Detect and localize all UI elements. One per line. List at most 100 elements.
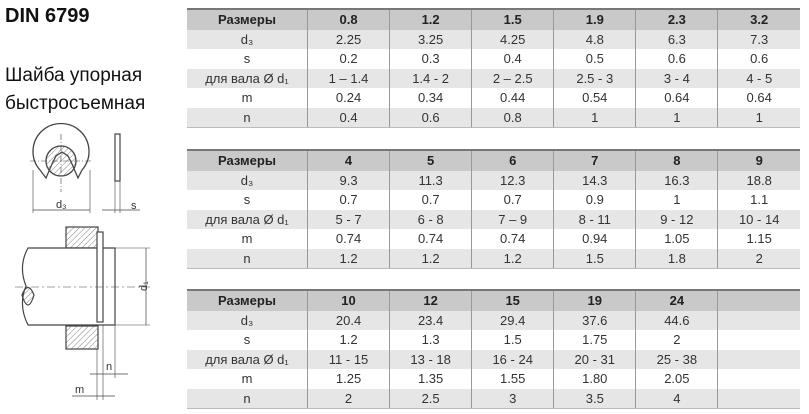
table-cell: 6.3 (635, 29, 718, 49)
row-label: для вала Ø d₁ (187, 209, 308, 229)
table-cell: 16.3 (635, 170, 718, 190)
table-cell: 0.2 (306, 49, 390, 69)
table-cell: 16 - 24 (471, 349, 554, 369)
table-cell: 20.4 (306, 310, 390, 330)
size-table-3: Размеры 10 12 15 19 24 d₃ 20.4 23.4 29.4 37.6 44.6 s… (187, 289, 800, 409)
size-header: 2.3 (635, 8, 718, 30)
table-cell: 0.6 (717, 49, 800, 69)
d1-label: d₁ (138, 281, 150, 291)
table-cell: 2.5 (389, 388, 472, 409)
table-row: n 0.4 0.6 0.8 1 1 1 (187, 107, 800, 128)
row-label: s (243, 51, 251, 67)
size-table-2: Размеры 4 5 6 7 8 9 d₃ 9.3 11.3 12.3 14.3 16.3 18.8 s 0… (187, 149, 800, 269)
size-header: 15 (471, 289, 554, 311)
m-label: m (75, 384, 84, 396)
table-cell: 2 – 2.5 (471, 68, 554, 88)
washer-technical-drawing: d₃ s d₁ n m (15, 122, 150, 400)
size-header: 5 (389, 149, 472, 171)
table-cell: 11 - 15 (306, 349, 390, 369)
table-cell: 0.9 (553, 190, 636, 210)
table-cell: 0.8 (471, 107, 554, 128)
row-label: n (187, 107, 308, 128)
table-cell: 0.74 (471, 229, 554, 249)
table-cell: 0.74 (306, 229, 390, 249)
table-cell: 5 - 7 (306, 209, 390, 229)
size-header: 1.2 (389, 8, 472, 30)
table-cell: 2.5 - 3 (553, 68, 636, 88)
table-row: n 1.2 1.2 1.2 1.5 1.8 2 (187, 248, 800, 269)
row-label: s (243, 332, 251, 348)
table-cell: 1.5 (471, 330, 554, 350)
table-cell: 9.3 (306, 170, 390, 190)
table-row: d₃ 9.3 11.3 12.3 14.3 16.3 18.8 (187, 170, 800, 190)
table-row: n 2 2.5 3 3.5 4 (187, 388, 800, 409)
header-label: Размеры (187, 289, 308, 311)
table-cell: 0.34 (389, 88, 472, 108)
table-cell: 2 (306, 388, 390, 409)
table-cell (717, 349, 800, 369)
table-cell: 0.54 (553, 88, 636, 108)
table-cell: 18.8 (717, 170, 800, 190)
table-cell: 7 – 9 (471, 209, 554, 229)
table-cell: 25 - 38 (635, 349, 718, 369)
table-cell: 20 - 31 (553, 349, 636, 369)
table-cell: 4.8 (553, 29, 636, 49)
row-label: n (187, 388, 308, 409)
row-label: m (241, 90, 253, 106)
table-cell: 1 (717, 107, 800, 128)
row-label: d₃ (187, 29, 308, 49)
table-cell: 37.6 (553, 310, 636, 330)
size-header: 8 (635, 149, 718, 171)
washer-front-view (30, 122, 92, 213)
table-cell: 44.6 (635, 310, 718, 330)
table-cell: 0.7 (389, 190, 472, 210)
product-name: Шайба упорная быстросъемная (5, 62, 145, 118)
table-header-row: Размеры 10 12 15 19 24 (187, 289, 800, 311)
table-row: m 0.74 0.74 0.74 0.94 1.05 1.15 (187, 229, 800, 249)
table-cell: 9 - 12 (635, 209, 718, 229)
table-row: s 1.2 1.3 1.5 1.75 2 (187, 330, 800, 350)
table-cell (717, 310, 800, 330)
product-name-line-1: Шайба упорная (5, 65, 143, 86)
table-cell: 2.05 (635, 369, 718, 389)
table-cell: 1.2 (471, 248, 554, 269)
table-cell: 2 (635, 330, 718, 350)
table-cell: 1.1 (717, 190, 800, 210)
table-cell: 2 (717, 248, 800, 269)
table-cell: 1.4 - 2 (389, 68, 472, 88)
size-header: 3.2 (717, 8, 800, 30)
table-row: s 0.7 0.7 0.7 0.9 1 1.1 (187, 190, 800, 210)
table-cell: 4 - 5 (717, 68, 800, 88)
table-cell: 1 (635, 107, 718, 128)
table-cell: 0.24 (306, 88, 390, 108)
n-label: n (106, 361, 112, 373)
table-cell: 1.05 (635, 229, 718, 249)
size-header: 1.9 (553, 8, 636, 30)
table-cell: 0.5 (553, 49, 636, 69)
size-header: 7 (553, 149, 636, 171)
table-row: m 1.25 1.35 1.55 1.80 2.05 (187, 369, 800, 389)
s-label: s (131, 200, 137, 212)
table-cell: 1.5 (553, 248, 636, 269)
table-cell: 3 - 4 (635, 68, 718, 88)
table-cell: 1 (553, 107, 636, 128)
table-cell: 0.64 (635, 88, 718, 108)
table-cell: 0.7 (471, 190, 554, 210)
size-header: 9 (717, 149, 800, 171)
size-header: 24 (635, 289, 718, 311)
size-header: 0.8 (306, 8, 390, 30)
table-cell: 1.2 (306, 248, 390, 269)
row-label: m (241, 371, 253, 387)
size-header: 19 (553, 289, 636, 311)
table-row: d₃ 2.25 3.25 4.25 4.8 6.3 7.3 (187, 29, 800, 49)
table-cell: 2.25 (306, 29, 390, 49)
table-cell: 0.6 (389, 107, 472, 128)
table-header-row: Размеры 0.8 1.2 1.5 1.9 2.3 3.2 (187, 8, 800, 30)
size-header (717, 289, 800, 311)
standard-title: DIN 6799 (5, 5, 90, 27)
table-cell: 23.4 (389, 310, 472, 330)
table-cell: 0.4 (306, 107, 390, 128)
table-cell: 1.55 (471, 369, 554, 389)
